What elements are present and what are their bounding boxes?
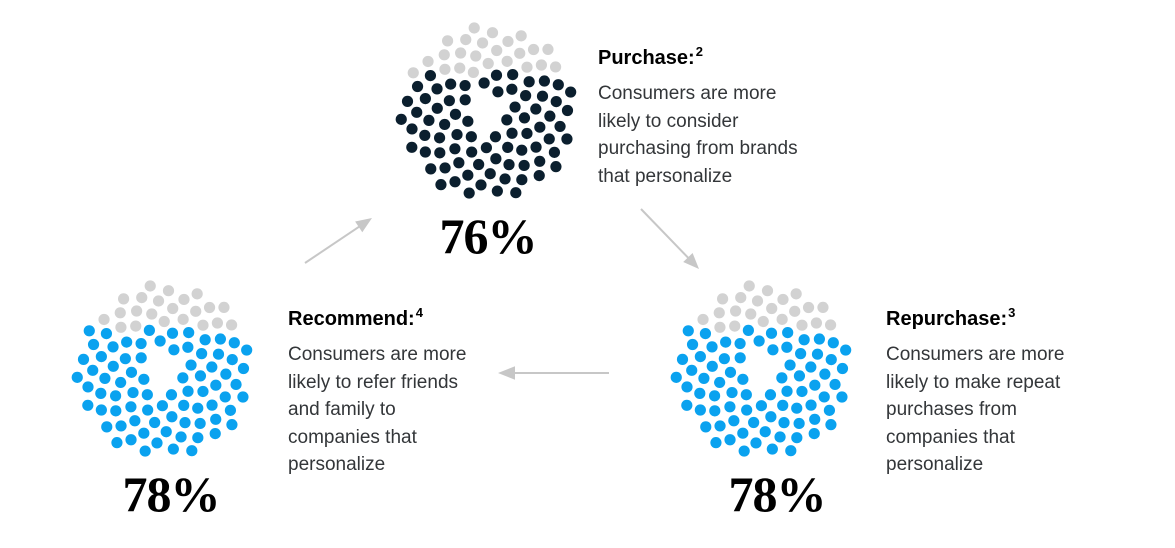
purchase-heading: Purchase:2 bbox=[598, 44, 828, 72]
purchase-description: Consumers are more likely to consider pu… bbox=[598, 83, 798, 187]
recommend-heading-label: Recommend: bbox=[288, 308, 415, 330]
recommend-footnote-ref: 4 bbox=[415, 305, 423, 320]
recommend-percent-label: 78% bbox=[122, 466, 221, 522]
arrow-purchase-to-repurchase-icon bbox=[640, 208, 699, 269]
repurchase-text-block: Repurchase:3 Consumers are more likely t… bbox=[886, 305, 1116, 479]
purchase-dot-chart bbox=[392, 17, 584, 209]
recommend-text-block: Recommend:4 Consumers are more likely to… bbox=[288, 305, 518, 479]
repurchase-heading: Repurchase:3 bbox=[886, 305, 1116, 333]
repurchase-heading-label: Repurchase: bbox=[886, 308, 1008, 330]
repurchase-description: Consumers are more likely to make repeat… bbox=[886, 344, 1065, 475]
purchase-section: 76% Purchase:2 Consumers are more likely… bbox=[392, 17, 832, 267]
repurchase-dot-chart bbox=[667, 275, 859, 467]
arrow-recommend-to-purchase-icon bbox=[304, 218, 372, 264]
purchase-footnote-ref: 2 bbox=[695, 44, 703, 59]
purchase-heading-label: Purchase: bbox=[598, 47, 695, 69]
recommend-section: 78% Recommend:4 Consumers are more likel… bbox=[68, 275, 508, 535]
recommend-dot-chart bbox=[68, 275, 260, 467]
repurchase-section: 78% Repurchase:3 Consumers are more like… bbox=[667, 275, 1107, 535]
recommend-heading: Recommend:4 bbox=[288, 305, 518, 333]
recommend-description: Consumers are more likely to refer frien… bbox=[288, 344, 467, 475]
repurchase-footnote-ref: 3 bbox=[1008, 305, 1016, 320]
arrow-repurchase-to-recommend-icon bbox=[498, 366, 609, 380]
repurchase-percent-label: 78% bbox=[728, 466, 827, 522]
purchase-percent-label: 76% bbox=[439, 208, 538, 264]
purchase-text-block: Purchase:2 Consumers are more likely to … bbox=[598, 44, 828, 190]
